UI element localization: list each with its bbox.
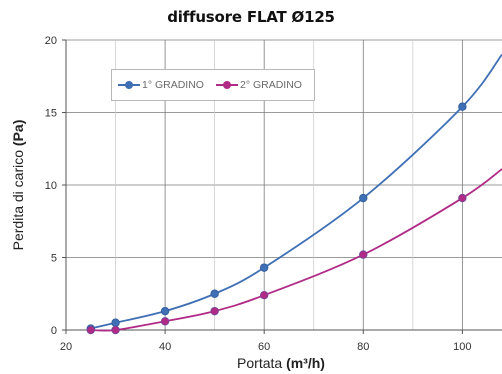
y-axis-label-text: Perdita di carico xyxy=(10,146,26,251)
legend: 1° GRADINO 2° GRADINO xyxy=(111,69,315,101)
series-2-point xyxy=(111,325,120,335)
series-2-point xyxy=(359,250,368,259)
legend-label-series-1: 1° GRADINO xyxy=(142,79,204,91)
y-tick-label: 0 xyxy=(51,325,57,337)
x-tick-label: 80 xyxy=(357,341,369,353)
y-tick-label: 20 xyxy=(45,35,57,47)
series-group xyxy=(86,53,502,335)
y-axis-label-unit: (Pa) xyxy=(10,119,26,147)
y-tick-label: 15 xyxy=(45,108,57,120)
series-1-point xyxy=(210,289,219,298)
x-axis-label-text: Portata xyxy=(237,355,287,371)
legend-item-series-2: 2° GRADINO xyxy=(216,70,302,100)
series-2-line xyxy=(90,168,502,332)
series-1-point xyxy=(359,193,368,203)
tick-labels: 0 5 10 15 20 20 40 60 80 100 xyxy=(45,35,472,353)
axes xyxy=(62,39,502,334)
x-tick-label: 60 xyxy=(258,341,270,353)
chart-title: diffusore FLAT Ø125 xyxy=(167,8,335,26)
legend-marker-series-2 xyxy=(216,80,238,90)
series-1-point xyxy=(458,102,467,111)
x-axis-label-unit: (m³/h) xyxy=(286,355,325,371)
series-1-point xyxy=(111,318,120,327)
series-2-point xyxy=(458,193,467,203)
x-tick-label: 40 xyxy=(159,341,171,353)
legend-item-series-1: 1° GRADINO xyxy=(118,70,204,100)
y-tick-label: 5 xyxy=(51,253,57,265)
y-axis-label: Perdita di carico (Pa) xyxy=(10,120,26,251)
x-axis-label: Portata (m³/h) xyxy=(60,355,502,371)
series-2-point xyxy=(210,306,219,316)
x-tick-label: 100 xyxy=(453,341,471,353)
x-tick-label: 20 xyxy=(60,341,72,353)
y-tick-label: 10 xyxy=(45,180,57,192)
legend-label-series-2: 2° GRADINO xyxy=(240,79,302,91)
series-2-point xyxy=(160,317,170,326)
legend-marker-series-1 xyxy=(118,80,140,90)
series-2-point xyxy=(86,325,95,335)
series-1-point xyxy=(259,263,269,272)
series-2-point xyxy=(259,291,269,300)
series-1-point xyxy=(160,306,170,316)
